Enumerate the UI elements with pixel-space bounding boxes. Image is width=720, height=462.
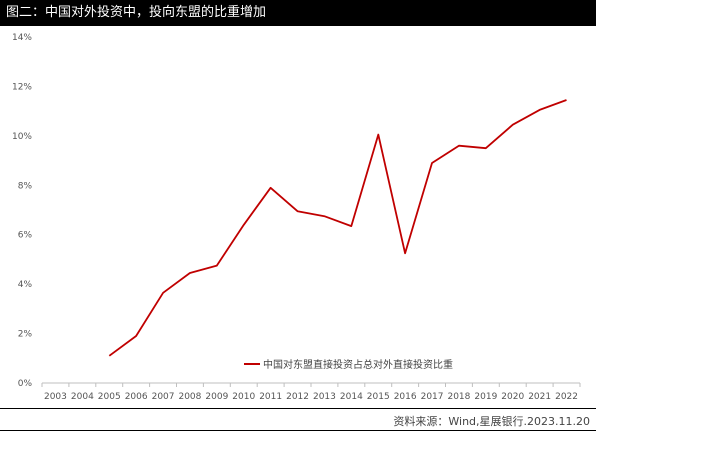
x-tick-label: 2019 [474,392,497,402]
x-tick-label: 2020 [501,392,524,402]
y-tick-label: 10% [12,132,32,142]
legend: 中国对东盟直接投资占总对外直接投资比重 [244,358,453,371]
x-tick-label: 2009 [205,392,228,402]
x-tick-label: 2007 [152,392,175,402]
x-axis: 2003 2004 2005 2006 2007 2008 2009 2010 2011 2012… [41,383,581,402]
x-tick-label: 2012 [286,392,309,402]
y-tick-label: 12% [12,82,32,92]
x-tick-label: 2011 [259,392,282,402]
x-tick-label: 2016 [394,392,417,402]
bottom-rule [0,408,596,409]
series-layer [108,99,567,357]
y-tick-label: 6% [18,231,33,241]
x-tick-label: 2006 [125,392,148,402]
x-tick-label: 2017 [421,392,444,402]
y-tick-label: 0% [18,379,33,389]
x-tick-label: 2015 [367,392,390,402]
x-tick-label: 2003 [44,392,67,402]
source-note: 资料来源：Wind,星展银行.2023.11.20 [393,415,590,428]
x-tick-label: 2014 [340,392,363,402]
series-line [108,99,567,357]
x-tick-label: 2018 [447,392,470,402]
chart-title: 图二：中国对外投资中，投向东盟的比重增加 [0,0,596,26]
x-tick-label: 2004 [71,392,94,402]
y-tick-label: 4% [18,280,33,290]
x-tick-label: 2013 [313,392,336,402]
y-axis: 0% 2% 4% 6% 8% 10% 12% 14% [12,33,32,389]
legend-label: 中国对东盟直接投资占总对外直接投资比重 [263,358,453,371]
footer-rule [0,430,596,431]
x-tick-label: 2010 [232,392,255,402]
y-tick-label: 14% [12,33,32,43]
x-tick-label: 2021 [528,392,551,402]
line-chart: 0% 2% 4% 6% 8% 10% 12% 14% 2003 2004 2005 2006 2007… [12,33,581,402]
y-tick-label: 2% [18,330,33,340]
y-tick-label: 8% [18,181,33,191]
x-tick-label: 2008 [178,392,201,402]
x-tick-label: 2022 [555,392,578,402]
x-tick-label: 2005 [98,392,121,402]
